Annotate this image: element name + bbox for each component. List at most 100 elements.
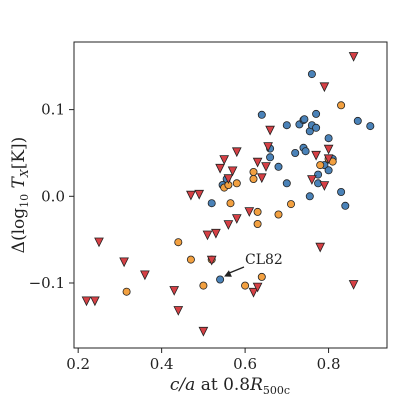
data-point-red [173,306,184,316]
data-point-orange [249,174,258,183]
y-label-sub10: 10 [18,194,31,208]
data-point-blue [266,153,275,162]
data-point-blue [291,148,300,157]
data-point-orange [249,167,258,176]
data-point-red [90,296,100,307]
data-point-red [219,155,230,165]
data-point-blue [207,199,216,208]
y-label-suffix: [K]) [9,137,29,170]
x-label-main: c/a [170,375,195,395]
data-point-red [223,220,234,230]
data-point-red [202,230,213,241]
data-point-orange [232,179,241,188]
data-point-orange [241,281,250,290]
y-tick-label: 0.0 [41,187,65,205]
data-point-red [307,175,317,185]
data-point-red [194,189,205,200]
x-tick-label: 0.6 [233,355,257,373]
data-point-orange [257,272,266,281]
data-point-red [348,52,359,62]
data-point-red [211,228,221,239]
data-point-orange [274,210,283,219]
x-tick-label: 0.2 [66,355,90,373]
data-point-red [119,257,129,268]
data-point-blue [337,187,346,196]
data-point-blue [301,147,310,156]
data-point-red [315,242,326,253]
data-point-blue [324,166,333,175]
data-point-blue [353,116,362,125]
data-point-red [252,157,263,168]
data-point-blue [324,134,333,143]
data-point-red [231,147,242,158]
x-tick-label: 0.4 [150,355,174,373]
ticks-layer: 0.2 0.4 0.6 0.8 −0.1 0.0 0.1 [29,101,341,373]
y-tick-label: 0.1 [41,101,65,119]
data-point-red [256,173,267,184]
y-label-subX: X [18,168,31,178]
plot-frame [73,41,388,349]
data-point-red [265,125,275,136]
data-point-red [323,154,334,165]
data-point-red [223,174,234,184]
data-point-blue [216,275,225,284]
data-point-red [231,214,242,224]
data-point-orange [199,281,208,290]
y-tick-label: −0.1 [29,274,65,292]
data-point-red [94,237,104,248]
data-point-blue [282,179,291,188]
data-point-orange [226,199,235,208]
y-label-T: T [9,175,29,193]
x-label-mid: at 0.8 [195,375,250,395]
data-point-blue [282,121,291,130]
data-point-red [248,287,259,298]
data-point-orange [174,238,183,247]
annotation-arrow-head [224,270,232,277]
data-point-red [227,166,238,177]
data-point-red [244,207,255,217]
data-point-red [261,162,271,172]
data-point-red [311,150,321,161]
data-point-red [323,144,334,155]
data-point-orange [286,200,295,209]
data-point-red [319,82,330,93]
data-point-red [169,286,180,296]
annotation: CL82 [224,252,283,277]
data-point-orange [337,101,346,110]
data-point-blue [300,115,309,124]
data-point-blue [366,122,375,131]
data-point-orange [316,161,325,170]
data-point-red [186,190,196,201]
x-axis-label: c/a at 0.8R500c [170,375,290,397]
data-point-blue [307,70,316,79]
data-point-blue [274,162,283,171]
data-point-red [206,255,217,266]
data-point-orange [122,287,131,296]
y-axis-label: Δ(log10 TX[K]) [9,137,31,254]
data-point-red [252,282,263,293]
y-label-prefix: Δ(log [9,208,29,254]
data-point-orange [253,207,262,216]
data-point-blue [314,170,323,179]
data-point-red [215,163,225,174]
data-point-blue [257,110,266,119]
data-point-blue [312,109,321,118]
x-tick-label: 0.8 [317,355,341,373]
annotation-arrow [227,266,245,275]
data-point-red [263,142,273,152]
data-point-blue [305,192,314,201]
annotation-label: CL82 [245,252,283,268]
data-point-blue [341,201,350,210]
data-point-red [81,296,92,307]
data-point-red [140,270,150,281]
data-point-orange [253,219,262,228]
data-point-orange [186,255,195,264]
data-point-red [319,181,330,191]
x-label-sub: 500c [263,384,290,397]
data-point-red [198,326,209,337]
data-point-red [348,280,359,290]
data-point-blue [312,123,321,132]
points-layer [81,52,375,337]
x-label-R: R [249,375,263,395]
